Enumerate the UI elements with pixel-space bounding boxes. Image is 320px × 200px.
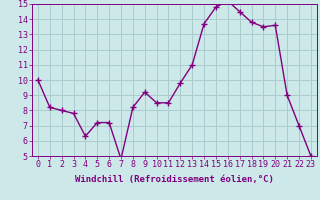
- X-axis label: Windchill (Refroidissement éolien,°C): Windchill (Refroidissement éolien,°C): [75, 175, 274, 184]
